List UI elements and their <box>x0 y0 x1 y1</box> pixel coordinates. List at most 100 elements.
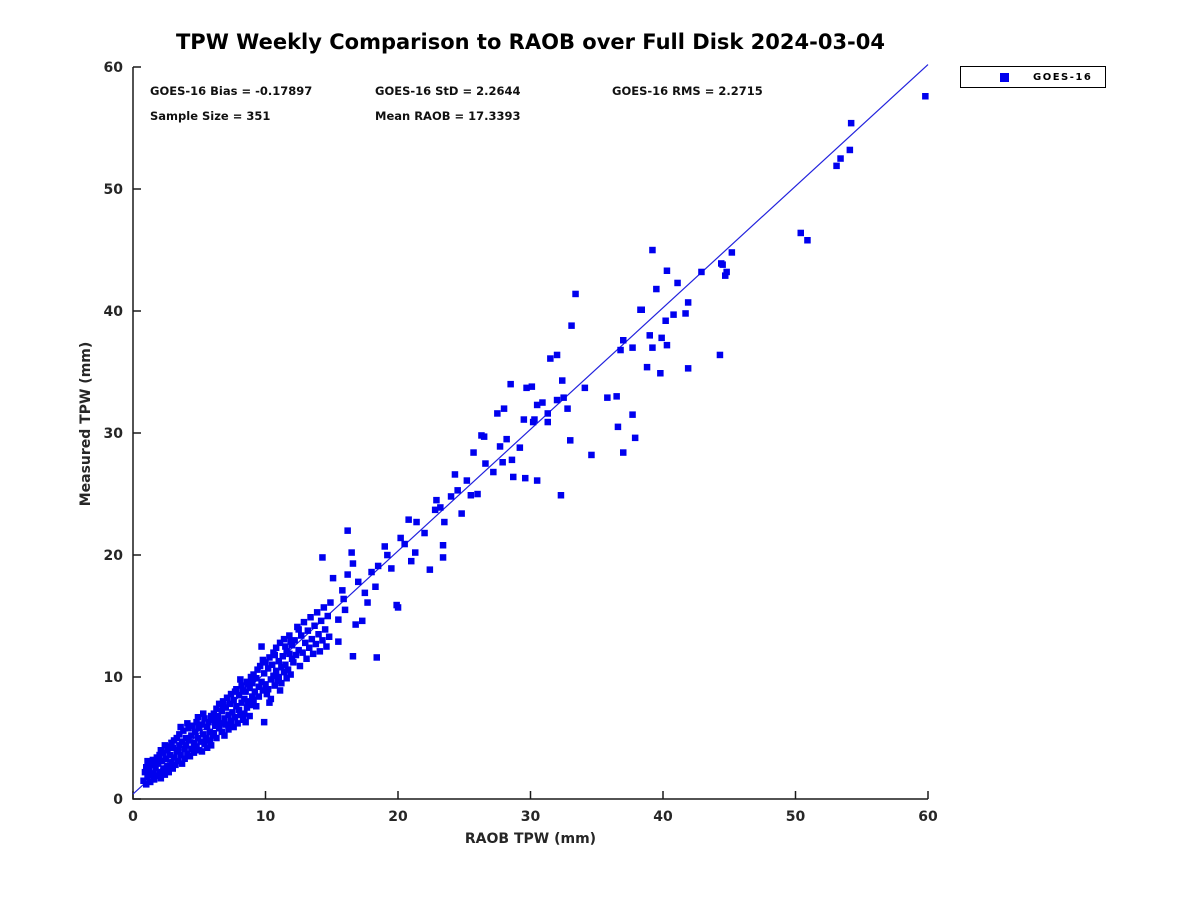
data-point <box>245 681 252 688</box>
data-point <box>158 757 166 765</box>
data-point <box>349 653 357 660</box>
data-point <box>290 659 297 666</box>
data-point <box>588 451 595 459</box>
data-point <box>620 337 627 344</box>
data-point <box>196 725 203 732</box>
data-point <box>250 696 257 704</box>
data-point <box>698 268 705 276</box>
data-point <box>262 681 269 688</box>
data-point <box>193 718 200 726</box>
data-point <box>324 612 331 620</box>
data-point <box>295 646 302 654</box>
data-point <box>321 626 329 633</box>
data-point <box>209 716 216 723</box>
y-tick-label: 40 <box>104 304 124 320</box>
data-point <box>194 734 202 742</box>
data-point <box>523 384 530 392</box>
data-point <box>227 690 235 698</box>
data-point <box>344 527 351 534</box>
data-point <box>510 473 517 481</box>
data-point <box>568 322 575 329</box>
data-point <box>177 723 184 731</box>
data-point <box>426 566 434 573</box>
data-point <box>439 542 447 549</box>
data-point <box>203 744 211 751</box>
data-point <box>207 742 215 749</box>
data-point <box>222 721 229 728</box>
data-point <box>178 760 186 767</box>
data-point <box>186 753 194 760</box>
data-point <box>359 617 366 625</box>
data-point <box>249 679 256 687</box>
data-point <box>374 562 382 570</box>
data-point <box>847 119 855 127</box>
data-point <box>388 565 395 572</box>
data-point <box>213 734 220 742</box>
data-point <box>226 700 233 708</box>
data-point <box>401 540 408 548</box>
data-point <box>177 751 184 759</box>
data-point <box>210 729 218 737</box>
data-point <box>230 696 237 704</box>
data-point <box>156 751 163 759</box>
stat-mean-raob: Mean RAOB = 17.3393 <box>375 109 521 123</box>
data-point <box>157 775 165 782</box>
data-point <box>278 664 285 671</box>
data-point <box>728 249 736 256</box>
data-point <box>368 568 375 576</box>
data-point <box>169 765 176 772</box>
data-point <box>629 344 636 351</box>
data-point <box>215 700 223 708</box>
data-point <box>480 433 488 440</box>
data-point <box>230 723 237 731</box>
data-point <box>267 695 275 703</box>
chart-title: TPW Weekly Comparison to RAOB over Full … <box>175 30 885 54</box>
data-point <box>560 394 567 401</box>
data-point <box>218 707 225 715</box>
data-point <box>470 449 477 456</box>
data-point <box>235 706 243 714</box>
data-point <box>384 551 391 559</box>
data-point <box>298 632 305 639</box>
data-point <box>723 268 730 276</box>
data-point <box>229 709 236 716</box>
data-point <box>185 737 192 744</box>
data-point <box>275 657 282 665</box>
data-point <box>533 477 541 484</box>
data-point <box>140 777 147 784</box>
data-point <box>201 715 208 722</box>
data-point <box>174 747 182 754</box>
data-point <box>507 380 514 388</box>
data-point <box>490 468 497 476</box>
data-point <box>280 668 288 676</box>
data-point <box>323 643 330 650</box>
x-tick-label: 0 <box>128 809 138 825</box>
data-point <box>327 599 334 606</box>
data-point <box>270 672 277 679</box>
data-point <box>264 686 272 693</box>
data-point <box>150 759 158 766</box>
data-point <box>147 778 154 786</box>
data-point <box>663 341 671 349</box>
data-point <box>260 670 268 677</box>
data-point <box>643 363 651 371</box>
legend: GOES-16 <box>960 66 1106 88</box>
data-point <box>646 332 653 339</box>
data-point <box>522 474 529 482</box>
data-point <box>267 676 275 683</box>
data-point <box>144 773 151 781</box>
data-point <box>282 643 289 650</box>
data-point <box>291 637 298 644</box>
data-point <box>161 771 169 778</box>
data-point <box>433 496 440 504</box>
data-point <box>238 682 245 689</box>
data-point <box>557 492 565 499</box>
data-point <box>547 355 554 362</box>
data-point <box>317 617 325 625</box>
data-point <box>837 155 844 162</box>
data-point <box>716 351 724 359</box>
data-point <box>682 310 689 317</box>
data-point <box>259 687 267 694</box>
data-point <box>219 698 227 705</box>
data-point <box>278 679 285 687</box>
